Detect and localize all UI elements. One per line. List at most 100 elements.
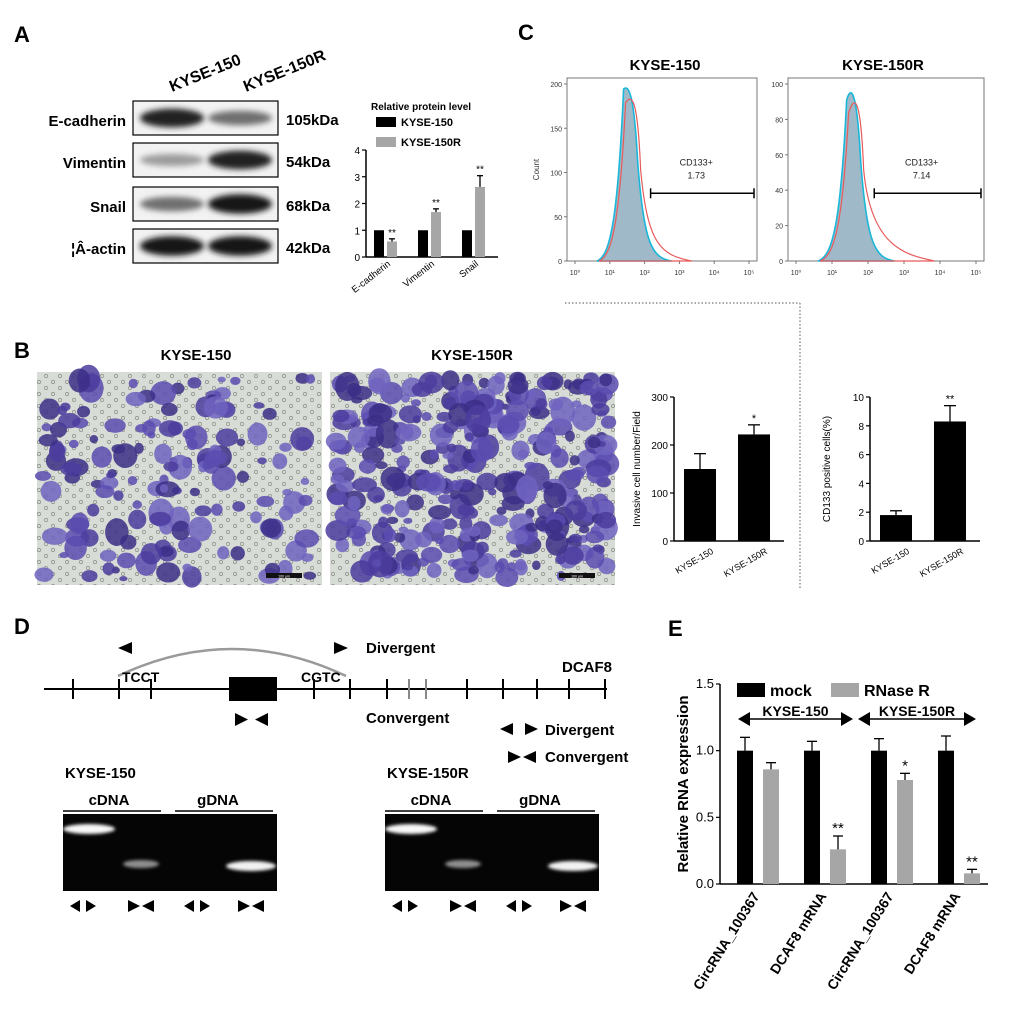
legend-label-kyse150r: KYSE-150R: [401, 137, 461, 149]
stained-cell: [290, 427, 315, 451]
stained-cell: [459, 516, 473, 532]
gel-gdna-label: gDNA: [197, 792, 239, 809]
bar: [684, 469, 716, 541]
stained-cell: [496, 506, 507, 515]
stained-cell: [134, 442, 144, 454]
convergent-primer-left-icon: [238, 900, 250, 912]
stained-cell: [578, 525, 590, 534]
stained-cell: [68, 439, 79, 449]
stained-cell: [524, 461, 538, 470]
stained-cell: [298, 494, 313, 507]
stained-cell: [260, 518, 282, 538]
stained-cell: [305, 374, 316, 384]
stained-cell: [375, 461, 388, 470]
bar: [431, 212, 441, 257]
significance-mark: **: [832, 820, 844, 837]
stained-cell: [380, 466, 406, 492]
scale-bar-label: 100 μm: [571, 575, 583, 579]
stained-cell: [418, 371, 445, 394]
stained-cell: [478, 377, 490, 389]
convergent-primer-left-icon: [128, 900, 140, 912]
stained-cell: [230, 376, 241, 386]
stained-cell: [232, 501, 246, 512]
stained-cell: [211, 466, 236, 491]
stained-cell: [595, 511, 617, 529]
stained-cell: [38, 434, 58, 447]
y-tick-label: 4: [354, 146, 360, 157]
stained-cell: [64, 535, 87, 561]
group-arrow-left-icon: [858, 712, 870, 726]
blot-size-label: 68kDa: [286, 198, 331, 215]
stained-cell: [358, 459, 377, 474]
stained-cell: [39, 398, 61, 420]
gel-gdna-label: gDNA: [519, 792, 561, 809]
divergent-primer-right-icon: [522, 900, 532, 912]
stained-cell: [441, 370, 460, 391]
stained-cell: [236, 438, 246, 447]
stained-cell: [262, 407, 277, 420]
stained-cell: [160, 402, 178, 417]
bar: [763, 769, 779, 884]
stained-cell: [58, 413, 81, 429]
bar: [934, 421, 966, 541]
gel-band: [445, 860, 481, 868]
gel-band: [63, 824, 115, 834]
y-tick-label: 2: [858, 508, 864, 519]
stained-cell: [41, 423, 52, 432]
y-tick-label: 200: [550, 82, 562, 89]
stained-cell: [347, 426, 370, 449]
stained-cell: [91, 446, 112, 468]
convergent-primer-right-icon: [464, 900, 476, 912]
panel-letter-e: E: [668, 616, 683, 641]
stained-cell: [330, 474, 345, 485]
y-tick-label: 2: [354, 200, 360, 211]
panel-c: C KYSE-150 KYSE-150R 050100150200Count10…: [518, 20, 985, 590]
stained-cell: [526, 389, 536, 400]
scale-bar: [266, 573, 302, 578]
stained-cell: [461, 480, 472, 491]
y-axis-label: CD133 positive cells(%): [822, 416, 833, 522]
stained-cell: [516, 475, 539, 502]
chart-relative-protein: Relative protein level KYSE-150 KYSE-150…: [350, 102, 498, 296]
panel-b: B KYSE-150 KYSE-150R 100 μm 100 μm 01002…: [14, 338, 980, 588]
group-arrow-left-icon: [738, 712, 750, 726]
stained-cell: [398, 405, 423, 424]
stained-cell: [368, 403, 393, 424]
stained-cell: [132, 500, 143, 509]
gel-electrophoresis-group: KYSE-150 cDNA gDNA KYSE-150R cDNA gDNA: [63, 765, 599, 912]
stained-cell: [415, 472, 441, 492]
x-tick-label: DCAF8 mRNA: [901, 889, 964, 977]
stained-cell: [203, 396, 228, 419]
convergent-label: Convergent: [366, 710, 449, 727]
stained-cell: [410, 399, 422, 407]
gate-value: 7.14: [913, 170, 931, 180]
stained-cell: [150, 381, 176, 406]
bar: [737, 750, 753, 884]
western-blot-group: E-cadherin 105kDa Vimentin 54kDa Snail 68kDa ¦…: [48, 100, 339, 264]
stained-cell: [494, 473, 517, 493]
stained-cell: [40, 480, 62, 502]
stained-cell: [451, 558, 472, 571]
scale-bar: [559, 573, 595, 578]
stained-cell: [599, 373, 613, 387]
stained-cell: [568, 533, 583, 543]
stained-cell: [332, 409, 350, 423]
stained-cell: [506, 400, 530, 422]
stained-cell: [187, 516, 213, 542]
y-tick-label: 300: [651, 393, 668, 404]
flow-title-1: KYSE-150: [630, 57, 701, 74]
blot-band: [208, 194, 272, 214]
stained-cell: [507, 376, 529, 395]
y-tick-label: 20: [775, 224, 783, 231]
stained-cell: [278, 505, 294, 521]
blot-band: [208, 150, 272, 170]
stained-cell: [436, 411, 452, 422]
significance-mark: **: [476, 165, 484, 176]
stained-cell: [328, 457, 347, 474]
stained-cell: [149, 511, 171, 526]
x-tick-label: CircRNA_100367: [690, 889, 763, 993]
legend-swatch-kyse150: [376, 117, 396, 127]
bar: [804, 750, 820, 884]
stained-cell: [585, 530, 605, 544]
